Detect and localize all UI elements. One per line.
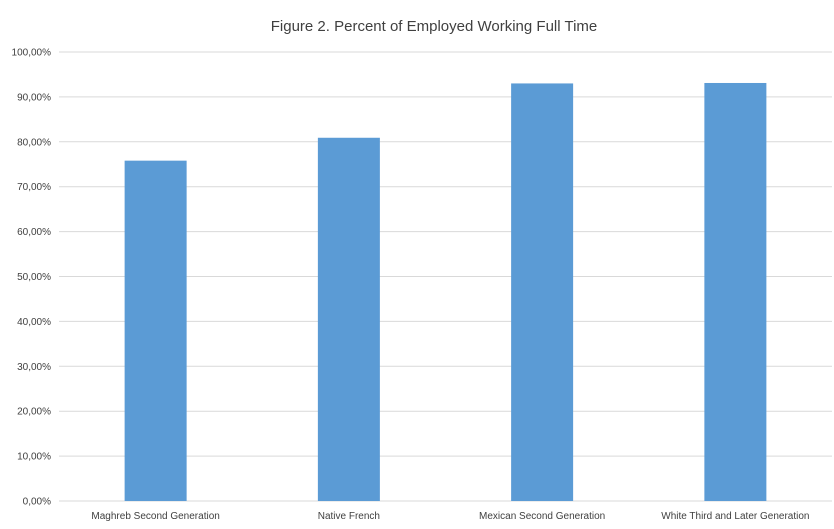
y-tick-label: 50,00% [17, 272, 51, 283]
bar [704, 82, 767, 501]
y-tick-label: 20,00% [17, 407, 51, 418]
bar [317, 137, 380, 501]
y-tick-label: 0,00% [23, 497, 51, 508]
y-tick-label: 40,00% [17, 317, 51, 328]
y-axis-ticks: 0,00% 10,00% 20,00% 30,00% 40,00% 50,00% 60,00… [12, 48, 52, 508]
y-tick-label: 10,00% [17, 452, 51, 463]
gridlines [59, 51, 832, 502]
x-category-label: Maghreb Second Generation [91, 511, 219, 522]
bar [511, 83, 574, 502]
x-category-label: Native French [318, 511, 380, 522]
y-tick-label: 70,00% [17, 182, 51, 193]
y-tick-label: 60,00% [17, 227, 51, 238]
y-tick-label: 30,00% [17, 362, 51, 373]
x-category-label: White Third and Later Generation [661, 511, 809, 522]
bar [124, 160, 187, 501]
x-axis-labels: Maghreb Second Generation Native French Me… [91, 511, 809, 522]
y-tick-label: 100,00% [12, 48, 52, 59]
bars [124, 82, 767, 502]
y-tick-label: 80,00% [17, 137, 51, 148]
chart-title: Figure 2. Percent of Employed Working Fu… [271, 18, 598, 35]
x-category-label: Mexican Second Generation [479, 511, 605, 522]
y-tick-label: 90,00% [17, 92, 51, 103]
